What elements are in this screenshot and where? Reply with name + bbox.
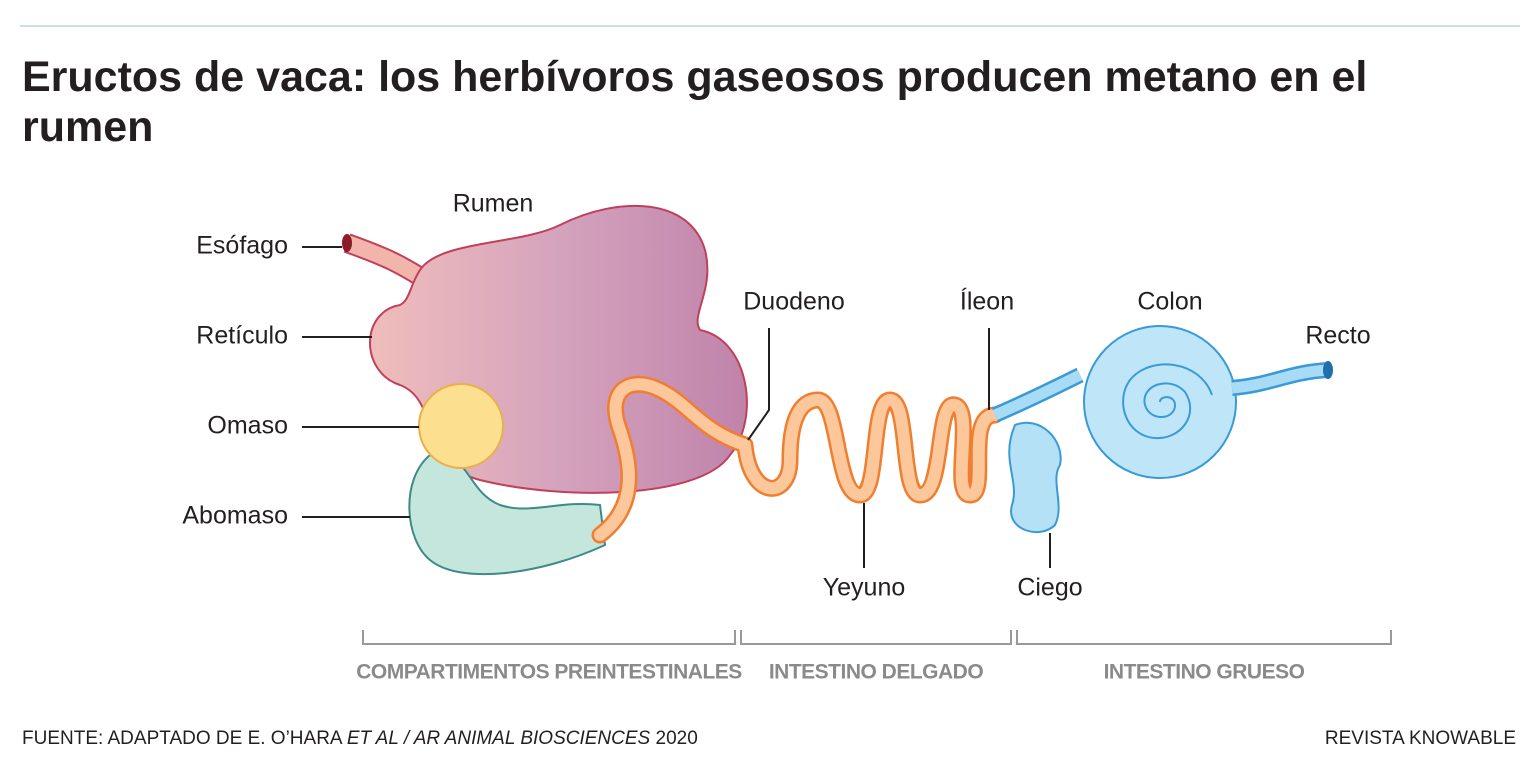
label: Esófago — [196, 232, 288, 260]
label: Rumen — [453, 190, 534, 218]
label: Abomaso — [182, 502, 288, 530]
omasum — [418, 383, 504, 469]
section-label: INTESTINO DELGADO — [769, 661, 984, 684]
source-text: 2020 — [655, 728, 698, 749]
top-rule — [20, 25, 1520, 27]
source-text: FUENTE: ADAPTADO DE E. O’HARA — [22, 728, 342, 749]
title: Eructos de vaca: los herbívoros gaseosos… — [22, 53, 1368, 151]
leader-lines — [302, 246, 1051, 568]
section-label: INTESTINO GRUESO — [1104, 661, 1305, 684]
large-intestine — [991, 325, 1333, 534]
source-text: ET AL / AR ANIMAL BIOSCIENCES — [346, 728, 651, 749]
section-label: COMPARTIMENTOS PREINTESTINALES — [356, 661, 742, 684]
label: Recto — [1305, 322, 1370, 350]
label: Omaso — [207, 412, 288, 440]
section-brackets — [362, 630, 1392, 645]
label: Retículo — [196, 322, 288, 350]
label: Colon — [1137, 288, 1202, 316]
label: Duodeno — [743, 288, 844, 316]
abomasum — [408, 453, 607, 576]
small-intestine — [591, 375, 1004, 544]
source: FUENTE: ADAPTADO DE E. O’HARA ET AL / AR… — [22, 728, 698, 750]
label: Íleon — [960, 287, 1014, 316]
credit: REVISTA KNOWABLE — [1324, 728, 1516, 749]
label: Yeyuno — [823, 574, 906, 602]
label: Ciego — [1017, 574, 1082, 602]
